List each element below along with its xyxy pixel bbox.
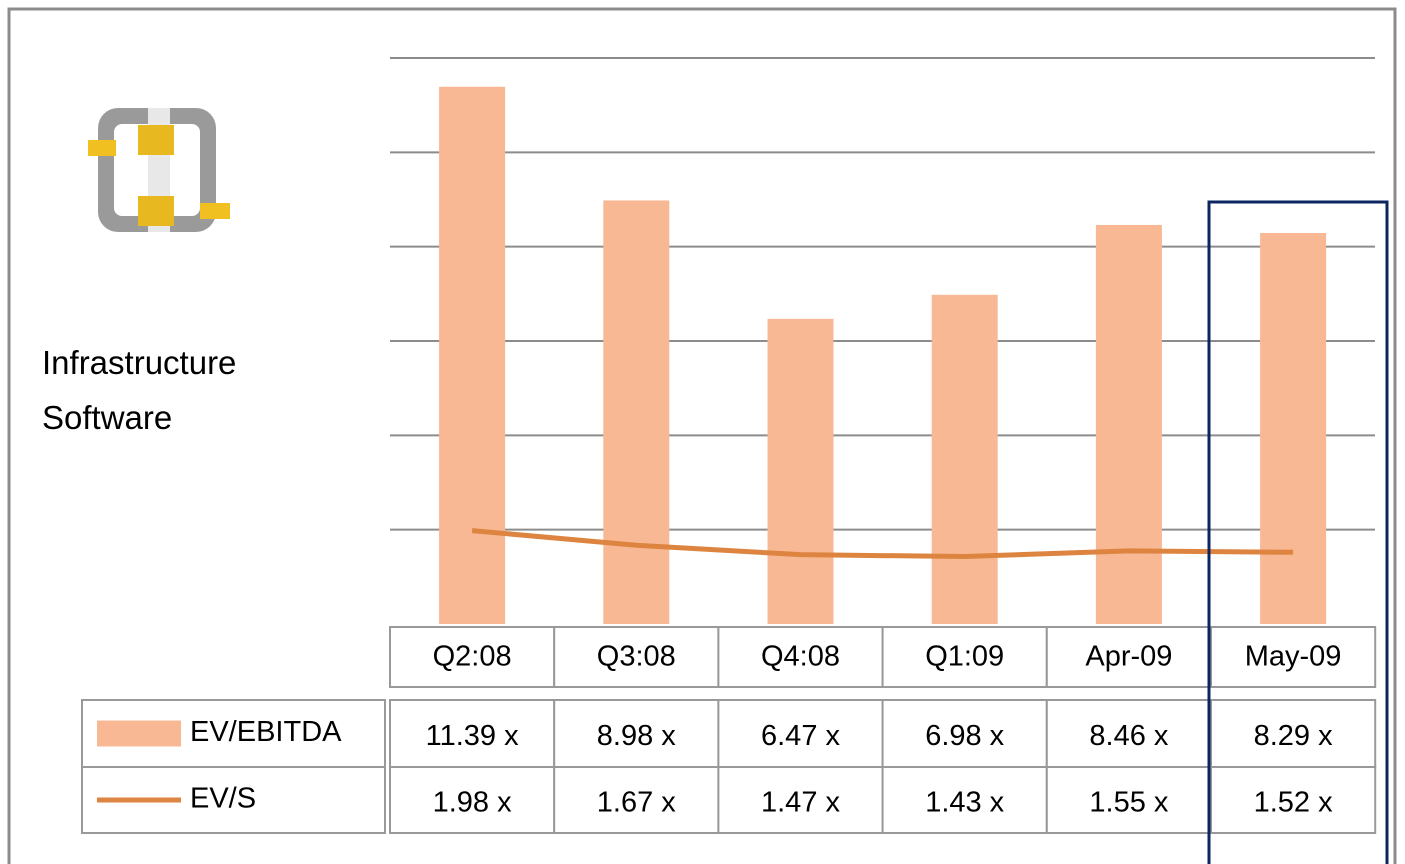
x-tick-label: May-09 (1245, 641, 1342, 673)
bar (931, 294, 998, 624)
value-label: 8.46 x (1089, 720, 1168, 752)
legend-swatch (97, 720, 181, 747)
table-cell (881, 766, 1048, 834)
table-cell (553, 766, 720, 834)
table-cell (717, 626, 884, 688)
value-label: 1.98 x (433, 787, 512, 819)
bar (1260, 232, 1327, 624)
table-cell (1045, 766, 1213, 834)
table-cell (1045, 626, 1213, 688)
value-label: 6.47 x (761, 720, 840, 752)
bar (439, 86, 506, 624)
x-tick-label: Q4:08 (761, 641, 840, 673)
table-cell (717, 766, 884, 834)
table-cell (1210, 766, 1377, 834)
x-tick-label: Q2:08 (433, 641, 512, 673)
icon (88, 108, 230, 232)
x-tick-label: Q3:08 (597, 641, 676, 673)
value-label: 8.29 x (1254, 720, 1333, 752)
table-cell (389, 626, 556, 688)
value-label: 1.43 x (925, 787, 1004, 819)
legend-label: EV/EBITDA (190, 716, 342, 748)
legend-label: EV/S (190, 783, 256, 815)
table-cell (881, 626, 1048, 688)
table-cell (389, 766, 556, 834)
bar (1095, 224, 1162, 624)
highlight-box (1207, 200, 1389, 864)
bar (603, 200, 670, 624)
bar (767, 318, 834, 624)
x-tick-label: Q1:09 (925, 641, 1004, 673)
value-label: 1.55 x (1089, 787, 1168, 819)
line (471, 528, 1294, 560)
value-label: 1.67 x (597, 787, 676, 819)
frame (7, 7, 1397, 864)
label: Infrastructure Software (42, 344, 236, 436)
value-label: 8.98 x (597, 720, 676, 752)
value-label: 1.47 x (761, 787, 840, 819)
table-cell (553, 699, 720, 768)
value-label: 1.52 x (1254, 787, 1333, 819)
x-tick-label: Apr-09 (1085, 641, 1172, 673)
value-label: 11.39 x (426, 720, 519, 752)
table-cell (553, 626, 720, 688)
value-label: 6.98 x (925, 720, 1004, 752)
table-cell (717, 699, 884, 768)
table-cell (1210, 626, 1377, 688)
table-cell (881, 699, 1048, 768)
